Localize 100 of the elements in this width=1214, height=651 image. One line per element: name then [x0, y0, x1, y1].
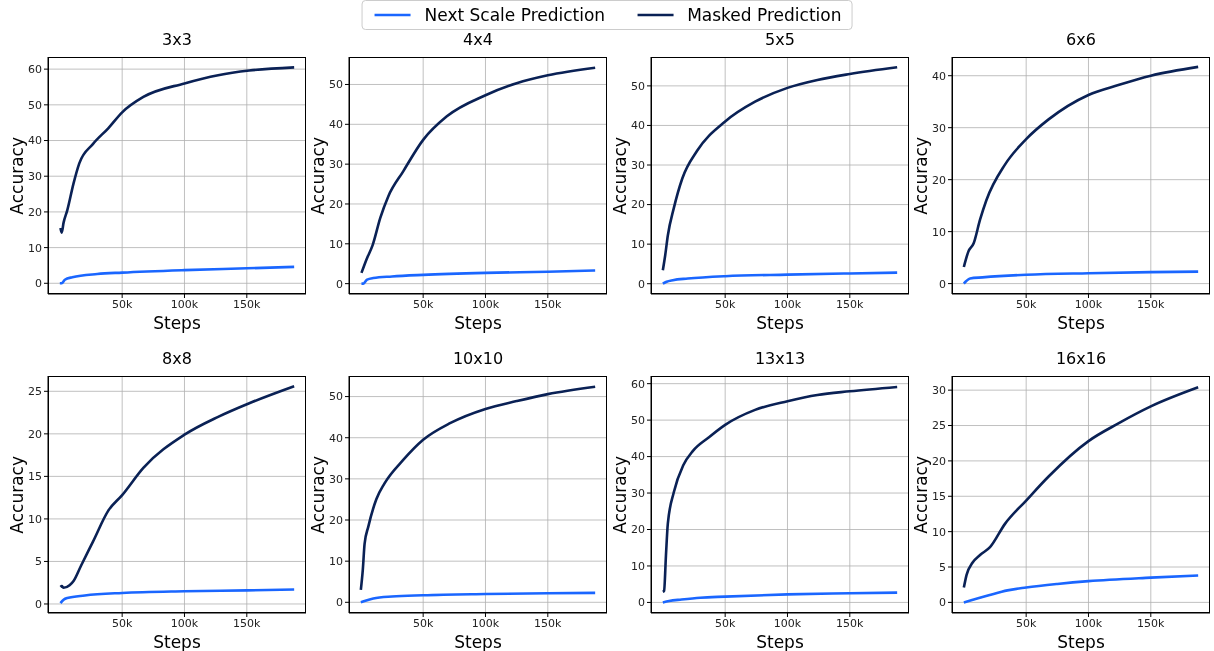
- y-tick-label: 10: [28, 241, 42, 255]
- y-tick-label: 10: [932, 525, 946, 539]
- line-series: [661, 271, 899, 286]
- line-series: [661, 385, 899, 594]
- line-series: [59, 66, 296, 234]
- x-tick-label: 100k: [170, 616, 199, 630]
- chart-title: 13x13: [753, 348, 807, 370]
- y-tick-label: 30: [631, 486, 645, 500]
- chart-title: 5x5: [764, 29, 796, 51]
- y-tick-label: 40: [631, 450, 645, 464]
- x-tick-label: 100k: [1074, 616, 1103, 630]
- line-series: [360, 269, 597, 285]
- line-series: [360, 66, 597, 275]
- y-tick-label: 40: [329, 431, 343, 445]
- line-series: [661, 591, 899, 604]
- y-tick-label: 20: [329, 197, 343, 211]
- x-axis-title: Steps: [453, 631, 503, 651]
- y-axis-title: Accuracy: [6, 136, 28, 215]
- x-tick-label: 50k: [1015, 297, 1037, 311]
- y-axis-title: Accuracy: [307, 455, 329, 534]
- x-axis-title: Steps: [1056, 312, 1106, 334]
- y-tick-label: 50: [28, 98, 42, 112]
- x-axis-title: Steps: [152, 312, 202, 334]
- x-tick-label: 50k: [111, 297, 133, 311]
- y-tick-label: 10: [28, 512, 42, 526]
- y-tick-label: 40: [329, 118, 343, 132]
- y-tick-label: 50: [329, 78, 343, 92]
- chart-title: 3x3: [161, 29, 193, 51]
- y-tick-label: 0: [336, 596, 343, 610]
- chart-title: 6x6: [1065, 29, 1097, 51]
- y-tick-label: 10: [932, 225, 946, 239]
- y-tick-label: 0: [939, 277, 946, 291]
- x-tick-label: 50k: [714, 297, 736, 311]
- y-tick-label: 50: [631, 414, 645, 428]
- x-tick-label: 50k: [412, 297, 434, 311]
- y-tick-label: 0: [35, 277, 42, 291]
- y-tick-label: 60: [631, 377, 645, 391]
- y-tick-label: 5: [939, 560, 946, 574]
- y-axis-title: Accuracy: [609, 136, 631, 215]
- x-tick-label: 100k: [773, 297, 802, 311]
- x-tick-label: 150k: [1137, 616, 1166, 630]
- x-tick-label: 100k: [471, 616, 500, 630]
- x-axis-title: Steps: [755, 631, 805, 651]
- x-tick-label: 100k: [773, 616, 802, 630]
- x-tick-label: 150k: [1137, 297, 1166, 311]
- y-tick-label: 0: [939, 596, 946, 610]
- line-series: [661, 65, 899, 272]
- y-tick-label: 5: [35, 555, 42, 569]
- y-tick-label: 25: [28, 385, 42, 399]
- x-axis-title: Steps: [453, 312, 503, 334]
- y-axis-title: Accuracy: [910, 136, 932, 215]
- x-tick-label: 50k: [412, 616, 434, 630]
- line-series: [359, 591, 597, 604]
- x-tick-label: 100k: [170, 297, 199, 311]
- line-series: [962, 65, 1200, 269]
- y-tick-label: 10: [329, 237, 343, 251]
- chart-title: 8x8: [161, 348, 193, 370]
- y-tick-label: 40: [932, 69, 946, 83]
- y-tick-label: 20: [932, 173, 946, 187]
- chart-title: 4x4: [462, 29, 494, 51]
- y-tick-label: 15: [932, 490, 946, 504]
- y-tick-label: 20: [631, 523, 645, 537]
- y-tick-label: 50: [329, 390, 343, 404]
- line-series: [962, 386, 1200, 589]
- y-tick-label: 20: [28, 427, 42, 441]
- y-tick-label: 50: [631, 79, 645, 93]
- y-tick-label: 10: [329, 555, 343, 569]
- x-tick-label: 50k: [111, 616, 133, 630]
- line-series: [359, 385, 597, 592]
- x-tick-label: 150k: [534, 297, 563, 311]
- y-tick-label: 0: [336, 277, 343, 291]
- y-tick-label: 20: [631, 198, 645, 212]
- x-tick-label: 150k: [233, 616, 262, 630]
- y-tick-label: 15: [28, 470, 42, 484]
- line-series: [962, 270, 1200, 285]
- y-tick-label: 60: [28, 63, 42, 77]
- x-tick-label: 50k: [714, 616, 736, 630]
- line-series: [59, 384, 296, 590]
- y-tick-label: 20: [932, 454, 946, 468]
- chart-title: 16x16: [1054, 348, 1108, 370]
- y-tick-label: 30: [932, 121, 946, 135]
- x-tick-label: 150k: [233, 297, 262, 311]
- legend-label: Masked Prediction: [687, 5, 842, 25]
- x-axis-title: Steps: [755, 312, 805, 334]
- y-tick-label: 20: [28, 205, 42, 219]
- legend-label: Next Scale Prediction: [424, 5, 606, 25]
- y-tick-label: 30: [329, 472, 343, 486]
- y-tick-label: 0: [35, 597, 42, 611]
- y-tick-label: 0: [638, 277, 645, 291]
- y-tick-label: 20: [329, 513, 343, 527]
- x-tick-label: 150k: [836, 297, 865, 311]
- y-tick-label: 10: [631, 559, 645, 573]
- line-series: [962, 574, 1200, 604]
- x-tick-label: 100k: [1074, 297, 1103, 311]
- x-tick-label: 150k: [836, 616, 865, 630]
- x-axis-title: Steps: [1056, 631, 1106, 651]
- y-tick-label: 30: [28, 170, 42, 184]
- x-tick-label: 150k: [534, 616, 563, 630]
- chart-title: 10x10: [451, 348, 505, 370]
- y-axis-title: Accuracy: [910, 455, 932, 534]
